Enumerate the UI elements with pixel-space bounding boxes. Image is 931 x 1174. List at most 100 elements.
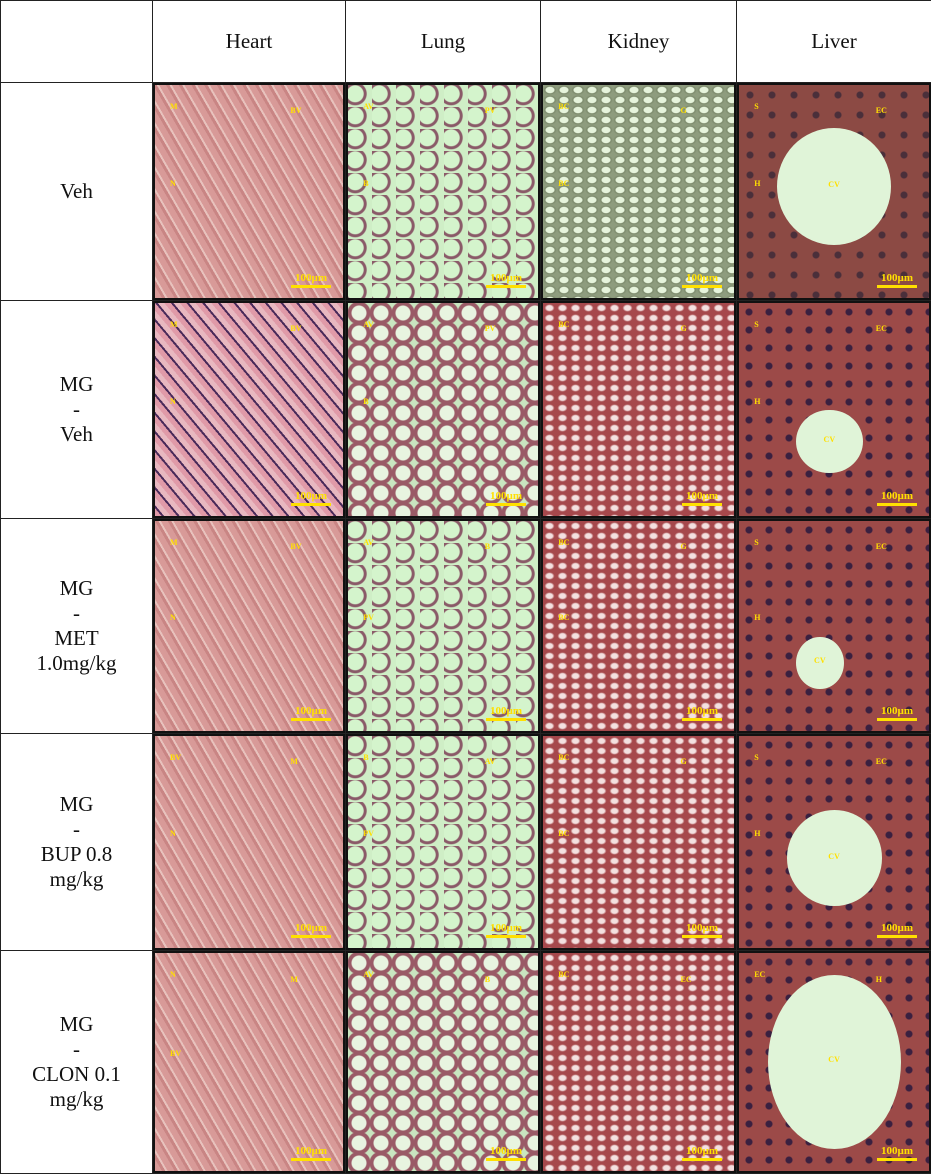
scale-bar-line bbox=[877, 285, 917, 288]
row-label-line: 1.0mg/kg bbox=[1, 651, 152, 676]
annotation-label: BV bbox=[290, 542, 301, 551]
row-label: Veh bbox=[1, 83, 153, 301]
scale-bar-line bbox=[682, 1158, 722, 1161]
scale-bar-line bbox=[291, 718, 331, 721]
header-row: Heart Lung Kidney Liver bbox=[1, 1, 931, 83]
scale-bar-label: 100µm bbox=[682, 490, 722, 502]
annotation-label: M bbox=[170, 538, 178, 547]
annotation-label: BC bbox=[558, 179, 569, 188]
row-label-line: Veh bbox=[1, 179, 152, 204]
scale-bar: 100µm bbox=[877, 490, 917, 506]
scale-bar-label: 100µm bbox=[486, 272, 526, 284]
annotation-label: PV bbox=[485, 324, 496, 333]
annotation-label: EC bbox=[681, 975, 692, 984]
scale-bar-line bbox=[291, 1158, 331, 1161]
annotation-label: BC bbox=[558, 829, 569, 838]
scale-bar: 100µm bbox=[291, 705, 331, 721]
annotation-label: CV bbox=[828, 852, 840, 861]
annotation-label: EC bbox=[876, 106, 887, 115]
annotation-label: EC bbox=[754, 970, 765, 979]
annotation-label: BC bbox=[558, 320, 569, 329]
scale-bar: 100µm bbox=[682, 705, 722, 721]
scale-bar-label: 100µm bbox=[682, 1145, 722, 1157]
scale-bar: 100µm bbox=[291, 272, 331, 288]
annotation-label: AV bbox=[363, 102, 374, 111]
scale-bar-line bbox=[486, 503, 526, 506]
annotation-label: CV bbox=[828, 180, 840, 189]
scale-bar-label: 100µm bbox=[291, 272, 331, 284]
row-label-line: MG bbox=[1, 1012, 152, 1037]
annotation-label: BV bbox=[290, 106, 301, 115]
scale-bar: 100µm bbox=[486, 705, 526, 721]
scale-bar-line bbox=[486, 285, 526, 288]
row-label-line: - bbox=[1, 817, 152, 842]
column-header-lung: Lung bbox=[346, 1, 541, 83]
scale-bar-label: 100µm bbox=[291, 922, 331, 934]
annotation-label: PV bbox=[363, 829, 374, 838]
annotation-label: G bbox=[681, 757, 687, 766]
annotation-label: BV bbox=[170, 1049, 181, 1058]
scale-bar-label: 100µm bbox=[877, 490, 917, 502]
annotation-label: BC bbox=[558, 753, 569, 762]
scale-bar-label: 100µm bbox=[291, 490, 331, 502]
annotation-label: AV bbox=[485, 757, 496, 766]
image-cell: BC G BC 100µm bbox=[541, 734, 737, 951]
scale-bar: 100µm bbox=[682, 922, 722, 938]
scale-bar-line bbox=[486, 718, 526, 721]
scale-bar: 100µm bbox=[291, 1145, 331, 1161]
annotation-label: PV bbox=[485, 106, 496, 115]
row-label-line: mg/kg bbox=[1, 1087, 152, 1112]
scale-bar: 100µm bbox=[291, 922, 331, 938]
scale-bar: 100µm bbox=[682, 272, 722, 288]
scale-bar-line bbox=[291, 285, 331, 288]
scale-bar-label: 100µm bbox=[486, 705, 526, 717]
scale-bar-line bbox=[877, 1158, 917, 1161]
scale-bar-line bbox=[486, 935, 526, 938]
row-label-line: - bbox=[1, 397, 152, 422]
annotation-label: CV bbox=[824, 435, 836, 444]
annotation-label: N bbox=[170, 970, 176, 979]
annotation-label: M bbox=[290, 975, 298, 984]
annotation-label: B bbox=[485, 975, 490, 984]
annotation-label: CV bbox=[828, 1055, 840, 1064]
annotation-label: EC bbox=[876, 542, 887, 551]
row-label-line: - bbox=[1, 601, 152, 626]
annotation-label: M bbox=[170, 102, 178, 111]
annotation-label: BC bbox=[558, 613, 569, 622]
annotation-label: M bbox=[170, 320, 178, 329]
annotation-label: BC bbox=[558, 102, 569, 111]
row-label-line: CLON 0.1 bbox=[1, 1062, 152, 1087]
row-label-line: MET bbox=[1, 626, 152, 651]
annotation-label: G bbox=[681, 542, 687, 551]
scale-bar: 100µm bbox=[486, 490, 526, 506]
annotation-label: H bbox=[754, 613, 760, 622]
